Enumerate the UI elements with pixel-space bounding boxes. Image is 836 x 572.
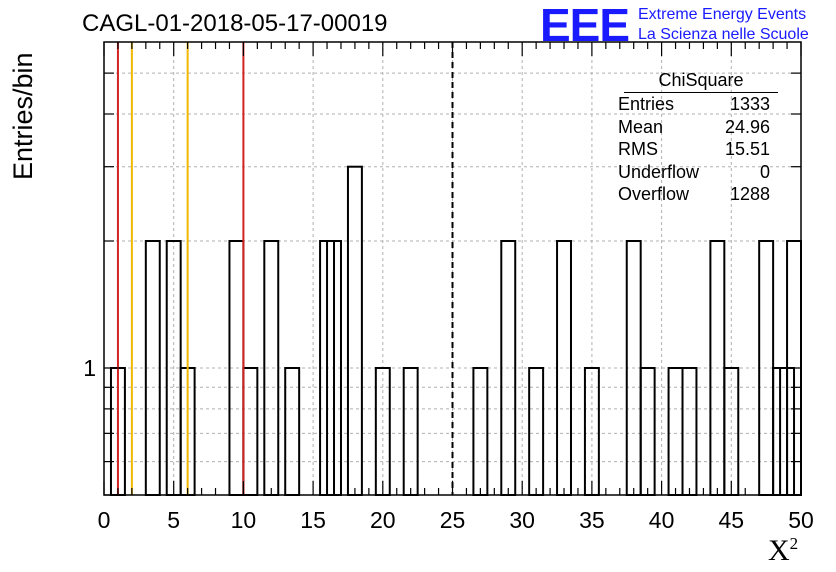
x-tick-label: 0 [98, 507, 111, 533]
x-tick-label: 50 [788, 507, 814, 533]
stats-row-mean: Mean 24.96 [618, 116, 770, 137]
x-tick-label: 20 [370, 507, 396, 533]
y-axis-label: Entries/bin [8, 52, 38, 180]
x-tick-label: 15 [300, 507, 326, 533]
axes [103, 41, 802, 496]
x-tick-label: 5 [167, 507, 180, 533]
tick-labels: 0 5 10 15 20 25 30 35 40 45 50 1 [83, 355, 814, 533]
logo-line-2: La Scienza nelle Scuole [638, 26, 809, 43]
x-tick-label: 35 [579, 507, 605, 533]
stats-box: ChiSquare Entries 1333 Mean 24.96 RMS 15.51… [612, 68, 778, 206]
stats-row-underflow: Underflow 0 [618, 161, 770, 182]
x-tick-label: 45 [719, 507, 745, 533]
x-tick-label: 10 [231, 507, 257, 533]
eee-logo: EEE [540, 0, 630, 51]
stats-box-title: ChiSquare [624, 68, 778, 93]
stats-row-overflow: Overflow 1288 [618, 184, 770, 204]
stats-row-rms: RMS 15.51 [618, 139, 770, 159]
histogram-bin [346, 165, 363, 497]
histogram-bin [472, 367, 489, 496]
x-tick-label: 25 [440, 507, 466, 533]
x-axis-label: X2 [768, 534, 799, 567]
x-tick-label: 40 [649, 507, 675, 533]
y-tick-label: 1 [83, 355, 96, 381]
logo-line-1: Extreme Energy Events [638, 6, 807, 23]
x-tick-label: 30 [509, 507, 535, 533]
chart-title: CAGL-01-2018-05-17-00019 [82, 10, 388, 37]
reference-lines [116, 42, 454, 495]
stats-row-entries: Entries 1333 [618, 94, 770, 114]
histogram-series [109, 165, 802, 497]
